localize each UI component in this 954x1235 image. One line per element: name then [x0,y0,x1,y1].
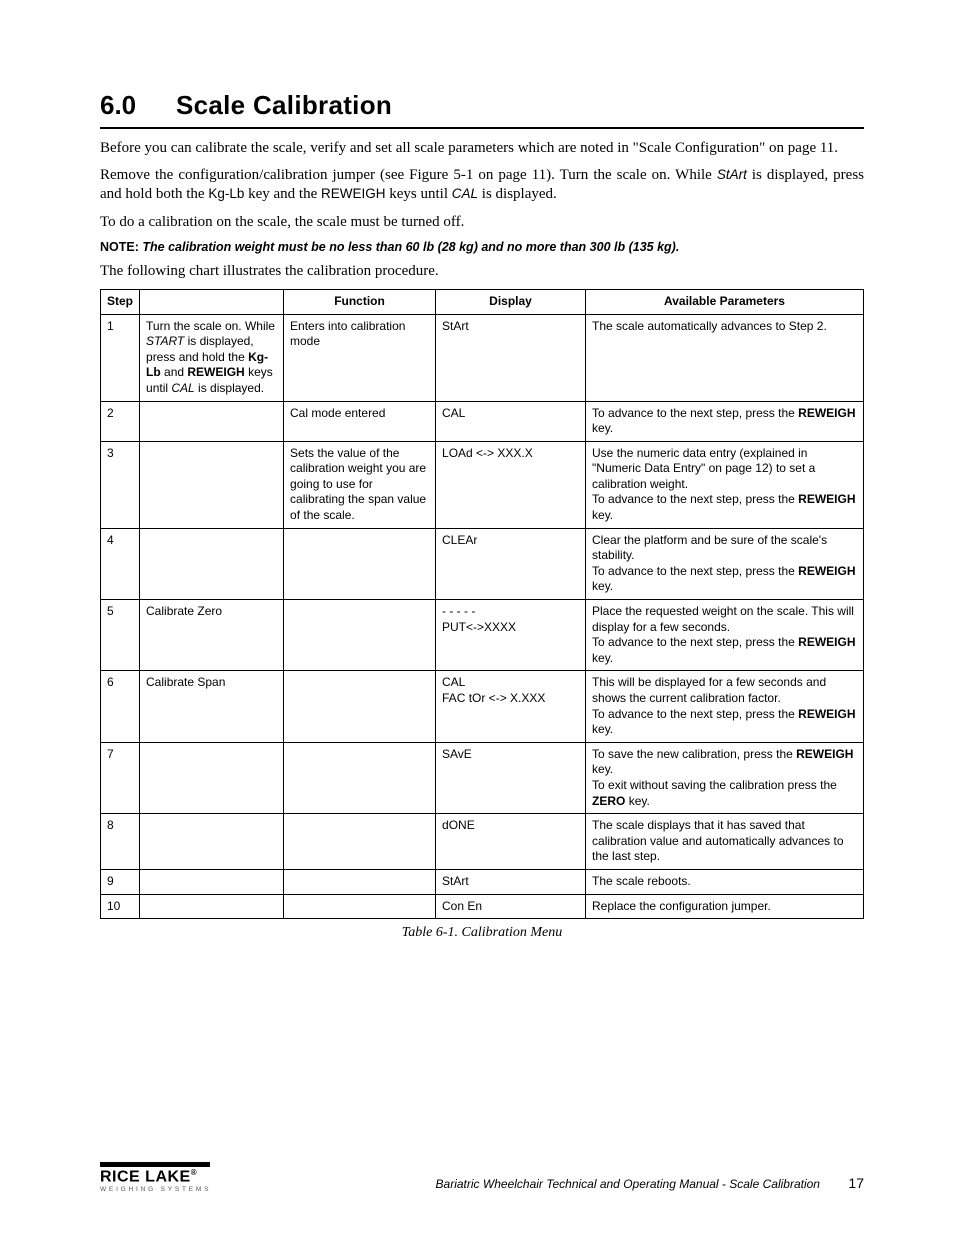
table-cell: Replace the configuration jumper. [586,894,864,919]
table-cell: StArt [436,869,586,894]
footer-doc-title: Bariatric Wheelchair Technical and Opera… [436,1177,820,1191]
table-cell [140,441,284,528]
intro-para-2: Remove the configuration/calibration jum… [100,166,864,204]
table-cell [284,528,436,599]
table-cell: To save the new calibration, press the R… [586,742,864,813]
section-number: 6.0 [100,90,176,121]
table-row: 8 dONEThe scale displays that it has save… [101,814,864,870]
page-number: 17 [848,1175,864,1191]
table-cell [284,869,436,894]
table-row: 9 StArtThe scale reboots. [101,869,864,894]
table-cell: The scale displays that it has saved tha… [586,814,864,870]
table-cell: LOAd <-> XXX.X [436,441,586,528]
table-cell [140,401,284,441]
table-cell [284,600,436,671]
table-cell: 7 [101,742,140,813]
table-cell: 2 [101,401,140,441]
brand-logo: RICE LAKE® WEIGHING SYSTEMS [100,1162,211,1193]
table-row: 4 CLEArClear the platform and be sure of … [101,528,864,599]
table-row: 1Turn the scale on. While START is displ… [101,314,864,401]
table-row: 2 Cal mode enteredCALTo advance to the ne… [101,401,864,441]
table-cell [284,671,436,742]
intro-para-3: To do a calibration on the scale, the sc… [100,213,864,232]
logo-main-text: RICE LAKE® [100,1169,197,1185]
table-cell: 4 [101,528,140,599]
intro-para-4: The following chart illustrates the cali… [100,262,864,281]
table-cell: Place the requested weight on the scale.… [586,600,864,671]
table-cell [140,528,284,599]
col-action [140,289,284,314]
table-cell: This will be displayed for a few seconds… [586,671,864,742]
table-row: 6Calibrate Span CALFAC tOr <-> X.XXXThis … [101,671,864,742]
table-cell: 10 [101,894,140,919]
table-cell: Calibrate Zero [140,600,284,671]
table-caption: Table 6-1. Calibration Menu [100,925,864,941]
table-cell: 8 [101,814,140,870]
table-cell [140,894,284,919]
table-cell: Calibrate Span [140,671,284,742]
table-cell: SAvE [436,742,586,813]
table-cell [284,742,436,813]
col-display: Display [436,289,586,314]
table-cell [140,742,284,813]
table-cell: The scale reboots. [586,869,864,894]
col-params: Available Parameters [586,289,864,314]
table-cell: - - - - -PUT<->XXXX [436,600,586,671]
note-body: The calibration weight must be no less t… [142,240,679,254]
footer-right: Bariatric Wheelchair Technical and Opera… [436,1175,864,1193]
table-cell: Use the numeric data entry (explained in… [586,441,864,528]
table-cell: The scale automatically advances to Step… [586,314,864,401]
table-cell [140,869,284,894]
page-footer: RICE LAKE® WEIGHING SYSTEMS Bariatric Wh… [100,1162,864,1193]
note-label: NOTE: [100,240,139,254]
table-cell: StArt [436,314,586,401]
logo-sub-text: WEIGHING SYSTEMS [100,1186,211,1193]
table-cell: 5 [101,600,140,671]
table-cell: CLEAr [436,528,586,599]
section-heading: 6.0Scale Calibration [100,90,864,121]
table-header-row: Step Function Display Available Paramete… [101,289,864,314]
table-cell: 6 [101,671,140,742]
col-step: Step [101,289,140,314]
table-cell: dONE [436,814,586,870]
note-line: NOTE: The calibration weight must be no … [100,240,864,254]
table-row: 7 SAvETo save the new calibration, press … [101,742,864,813]
table-body: 1Turn the scale on. While START is displ… [101,314,864,919]
table-row: 10 Con EnReplace the configuration jumper… [101,894,864,919]
table-row: 3 Sets the value of the calibration weigh… [101,441,864,528]
table-cell: Enters into calibration mode [284,314,436,401]
table-cell: To advance to the next step, press the R… [586,401,864,441]
col-function: Function [284,289,436,314]
table-cell: CALFAC tOr <-> X.XXX [436,671,586,742]
calibration-table: Step Function Display Available Paramete… [100,289,864,919]
table-cell: Turn the scale on. While START is displa… [140,314,284,401]
table-cell [284,814,436,870]
table-cell [140,814,284,870]
table-cell: Clear the platform and be sure of the sc… [586,528,864,599]
table-cell: Cal mode entered [284,401,436,441]
table-cell: Con En [436,894,586,919]
table-cell: Sets the value of the calibration weight… [284,441,436,528]
section-title: Scale Calibration [176,90,392,120]
table-row: 5Calibrate Zero - - - - -PUT<->XXXXPlace … [101,600,864,671]
heading-rule [100,127,864,129]
table-cell [284,894,436,919]
table-cell: 3 [101,441,140,528]
table-cell: CAL [436,401,586,441]
table-cell: 9 [101,869,140,894]
table-cell: 1 [101,314,140,401]
logo-bar [100,1162,210,1167]
intro-para-1: Before you can calibrate the scale, veri… [100,139,864,158]
